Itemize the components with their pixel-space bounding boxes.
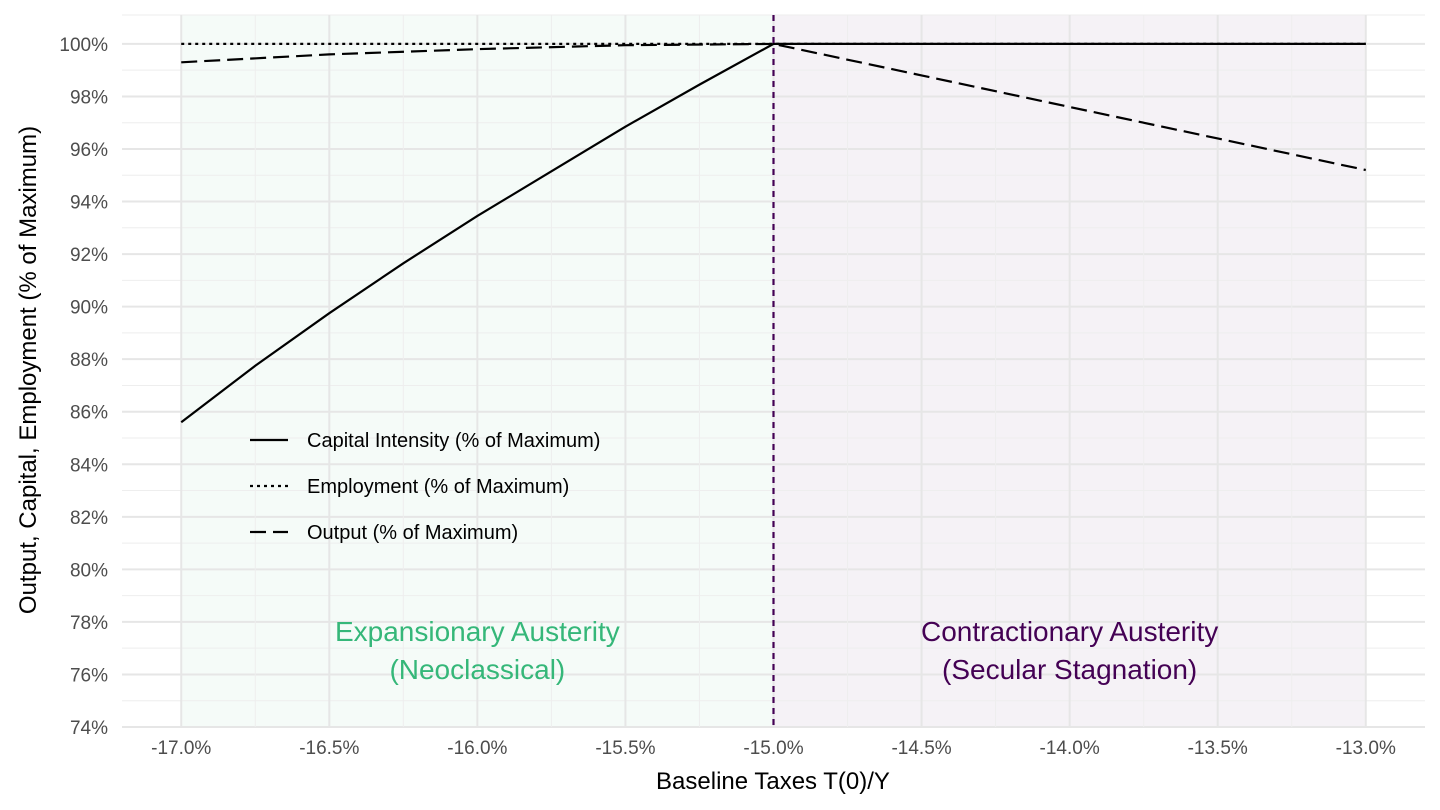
y-axis-title: Output, Capital, Employment (% of Maximu… [15,126,42,614]
y-tick-label: 86% [70,403,108,424]
region-label-1-line2: (Secular Stagnation) [942,654,1197,685]
y-axis-ticks: 74% 76% 78% 80% 82% 84% 86% 88% 90% 92% 94% 96% 98% 1… [59,35,108,739]
legend: Capital Intensity (% of Maximum) Employme… [250,430,600,544]
y-tick-label: 96% [70,140,108,161]
x-tick-label: -16.5% [299,738,359,759]
x-tick-label: -13.0% [1336,738,1396,759]
x-tick-label: -14.5% [891,738,951,759]
x-axis-title: Baseline Taxes T(0)/Y [656,768,890,795]
y-tick-label: 80% [70,560,108,581]
x-tick-label: -13.5% [1188,738,1248,759]
region-label-0-line1: Expansionary Austerity [335,616,620,647]
legend-label-capital-intensity: Capital Intensity (% of Maximum) [307,430,600,452]
y-tick-label: 76% [70,665,108,686]
y-tick-label: 100% [59,35,108,56]
x-tick-label: -15.0% [743,738,803,759]
y-tick-label: 78% [70,613,108,634]
y-tick-label: 94% [70,193,108,214]
y-tick-label: 84% [70,455,108,476]
x-axis-ticks: -17.0% -16.5% -16.0% -15.5% -15.0% -14.5% -14.… [151,738,1396,759]
region-label-0-line2: (Neoclassical) [389,654,565,685]
y-tick-label: 88% [70,350,108,371]
region-labels: Expansionary Austerity (Neoclassical) Cont… [335,616,1218,685]
legend-label-employment: Employment (% of Maximum) [307,476,569,498]
legend-label-output: Output (% of Maximum) [307,522,518,544]
series-lines [180,42,1366,424]
y-tick-label: 90% [70,298,108,319]
x-tick-label: -15.5% [595,738,655,759]
y-tick-label: 82% [70,508,108,529]
x-tick-label: -17.0% [151,738,211,759]
y-tick-label: 92% [70,245,108,266]
x-tick-label: -16.0% [447,738,507,759]
y-tick-label: 98% [70,87,108,108]
series-line-output [181,42,1366,172]
series-line-capital-intensity [180,42,1366,424]
region-label-1-line1: Contractionary Austerity [921,616,1218,647]
x-tick-label: -14.0% [1040,738,1100,759]
y-tick-label: 74% [70,718,108,739]
